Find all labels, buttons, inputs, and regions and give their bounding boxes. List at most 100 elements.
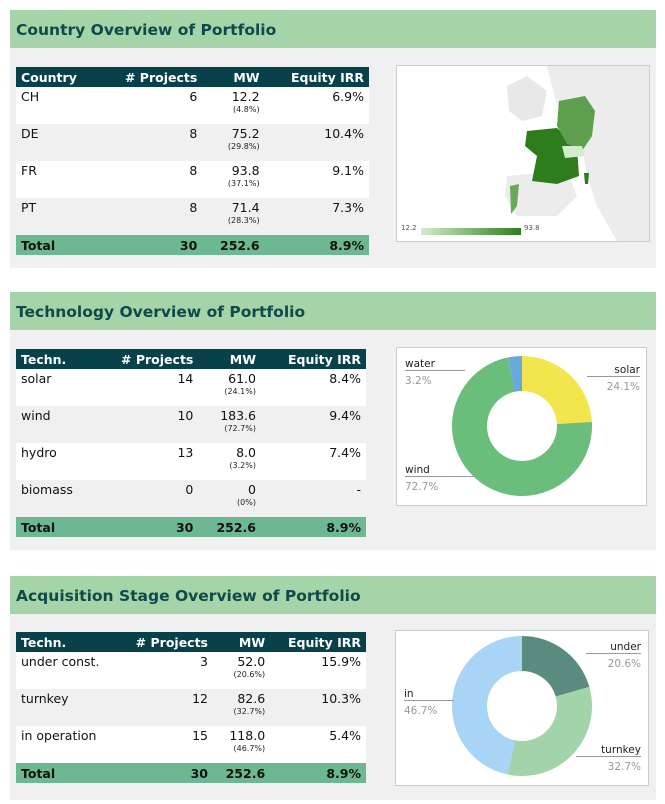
cell-projects: 8 [98,161,203,198]
slice-in [452,636,522,775]
cell-mw-share: (20.6%) [233,670,266,679]
cell-mw: 8.0 (3.2%) [198,443,261,480]
value-solar: 24.1% [606,381,640,393]
cell-mw: 118.0 (46.7%) [213,726,271,763]
table-row: turnkey 12 82.6 (32.7%) 10.3% [16,689,366,726]
column-header: Equity IRR [264,67,369,87]
table-row: under const. 3 52.0 (20.6%) 15.9% [16,652,366,689]
cell-name: in operation [16,726,119,763]
stage-donut-chart: under 20.6% in 46.7% turnkey 32.7% [395,630,649,786]
total-label: Total [16,763,119,783]
legend-min: 12.2 [401,224,417,232]
total-mw: 252.6 [198,517,261,537]
cell-mw-share: (32.7%) [233,707,266,716]
cell-projects: 6 [98,87,203,124]
total-label: Total [16,517,95,537]
country-table: Country # Projects MW Equity IRR CH 6 12.2(… [16,67,369,255]
cell-name: under const. [16,652,119,689]
map-fr [525,128,579,184]
column-header: # Projects [118,632,213,652]
cell-name: CH [16,87,99,124]
slice-water [508,356,522,392]
cell-mw-share: (0%) [237,498,256,507]
cell-irr: 8.4% [260,369,366,406]
cell-projects: 0 [94,480,199,517]
cell-irr: 6.9% [264,87,369,124]
cell-irr: 10.3% [270,689,366,726]
section-title: Technology Overview of Portfolio [10,292,656,330]
table-row: in operation 15 118.0 (46.7%) 5.4% [16,726,366,763]
total-projects: 30 [94,517,199,537]
value-wind: 72.7% [405,481,439,493]
column-header: Techn. [16,632,119,652]
table-header: Country # Projects MW Equity IRR [16,67,369,87]
cell-irr: 10.4% [264,124,369,161]
map-legend-bar [421,228,521,235]
column-header: Country [16,67,99,87]
table-row: FR 8 93.8 (37.1%) 9.1% [16,161,369,198]
column-header: Equity IRR [260,349,366,369]
legend-max: 93.8 [524,224,540,232]
cell-projects: 3 [118,652,213,689]
slice-turnkey [507,686,592,776]
total-irr: 8.9% [264,235,369,255]
cell-projects: 13 [94,443,199,480]
cell-mw-share: (37.1%) [227,179,260,188]
cell-mw-share: (28.3%) [227,216,260,225]
technology-donut-chart: water 3.2% solar 24.1% wind 72.7% [396,347,647,506]
cell-mw-share: (4.8%) [233,105,260,114]
label-in: in [404,688,454,701]
cell-mw: 0 (0%) [198,480,261,517]
column-header: Equity IRR [270,632,366,652]
value-water: 3.2% [405,375,432,387]
total-row: Total 30 252.6 8.9% [16,763,366,783]
cell-name: turnkey [16,689,119,726]
section-title: Acquisition Stage Overview of Portfolio [10,576,656,614]
total-irr: 8.9% [270,763,366,783]
label-under: under [586,641,641,654]
column-header: Techn. [16,349,95,369]
total-mw: 252.6 [213,763,271,783]
column-header: MW [202,67,265,87]
cell-irr: 7.3% [264,198,369,235]
cell-projects: 8 [98,124,203,161]
map-de [557,96,595,151]
column-header: # Projects [98,67,203,87]
table-row: CH 6 12.2 (4.8%) 6.9% [16,87,369,124]
cell-mw: 183.6 (72.7%) [198,406,261,443]
label-water: water [405,358,465,371]
table-row: biomass 0 0 (0%) - [16,480,366,517]
table-row: hydro 13 8.0 (3.2%) 7.4% [16,443,366,480]
technology-table: Techn. # Projects MW Equity IRR solar 14 61… [16,349,366,537]
label-turnkey: turnkey [576,744,641,757]
table-row: wind 10 183.6 (72.7%) 9.4% [16,406,366,443]
country-map: 12.2 93.8 [396,65,650,242]
cell-irr: 15.9% [270,652,366,689]
column-header: MW [213,632,271,652]
cell-mw-share: (3.2%) [229,461,256,470]
total-row: Total 30 252.6 8.9% [16,235,369,255]
slice-wind [452,357,592,496]
total-irr: 8.9% [260,517,366,537]
cell-irr: 5.4% [270,726,366,763]
section-title: Country Overview of Portfolio [10,10,656,48]
table-header: Techn. # Projects MW Equity IRR [16,632,366,652]
cell-mw: 12.2 (4.8%) [202,87,265,124]
cell-projects: 14 [94,369,199,406]
stage-table: Techn. # Projects MW Equity IRR under const… [16,632,366,783]
total-mw: 252.6 [202,235,265,255]
stage-section: Acquisition Stage Overview of Portfolio … [10,576,656,800]
cell-name: PT [16,198,99,235]
cell-mw: 71.4 (28.3%) [202,198,265,235]
cell-mw-share: (29.8%) [227,142,260,151]
slice-solar [522,356,592,425]
table-header: Techn. # Projects MW Equity IRR [16,349,366,369]
technology-section: Technology Overview of Portfolio Techn. #… [10,292,656,550]
europe-map [421,66,649,241]
cell-mw-share: (46.7%) [233,744,266,753]
cell-name: FR [16,161,99,198]
total-label: Total [16,235,99,255]
total-row: Total 30 252.6 8.9% [16,517,366,537]
cell-projects: 15 [118,726,213,763]
table-row: PT 8 71.4 (28.3%) 7.3% [16,198,369,235]
